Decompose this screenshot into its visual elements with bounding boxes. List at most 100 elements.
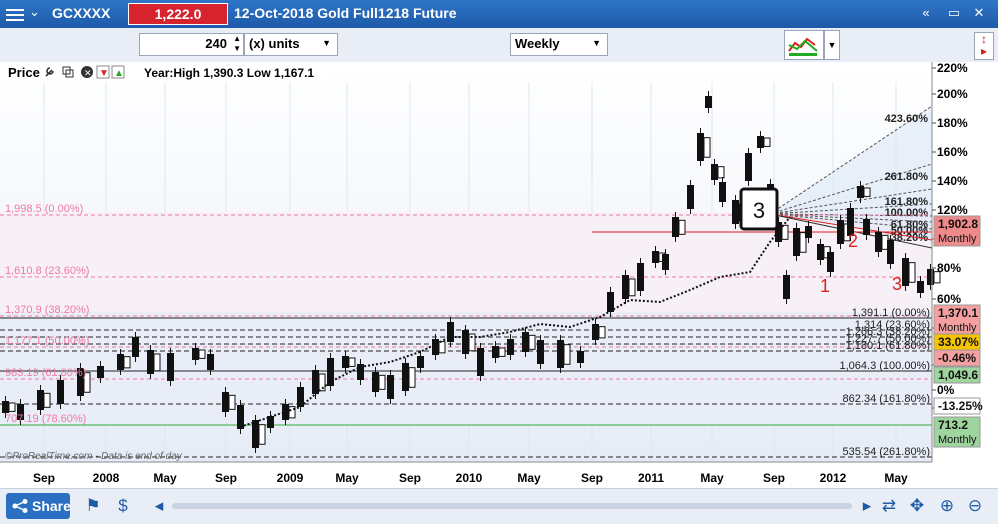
title-bar: ⌄ GCXXXX 1,222.0 (-0.46%) 12-Oct-2018 Go… (0, 0, 998, 42)
pan-icon[interactable]: ⇄ (881, 496, 897, 515)
projection-label: 1,266.3 (38.20%) (846, 326, 930, 338)
fan-label: 61.80% (891, 219, 929, 231)
price-badge-value: 713.2 (938, 418, 968, 432)
x-axis: Sep 2008 May Sep 2009 May Sep 2010 May Sep 2011 May… (0, 461, 932, 485)
scroll-right-icon[interactable]: ▸ (862, 496, 872, 515)
close-icon[interactable]: ✕ (81, 66, 93, 78)
price-bar (598, 326, 606, 339)
price-badge-value: 33.07% (938, 335, 979, 349)
chart-canvas[interactable]: 423.60%261.80%161.80%100.00%61.80%50.00%… (0, 61, 998, 488)
price-badge (933, 349, 981, 367)
fan-line (769, 188, 933, 215)
price-bar (678, 219, 686, 235)
price-bar (43, 392, 51, 408)
price-label: Price (8, 65, 40, 80)
zoom-in-icon[interactable]: ⊕ (939, 496, 955, 515)
wrench-icon[interactable] (45, 67, 54, 77)
units-select[interactable]: (x) units ▼ (244, 33, 338, 56)
y-tick-label: 80% (937, 261, 961, 275)
tools-dropdown-button[interactable]: ▼ (824, 30, 840, 60)
wave-label-1: 1 (820, 276, 830, 296)
move-up-icon[interactable]: ▲ (111, 65, 125, 79)
x-tick-label: Sep (399, 471, 421, 485)
price-bar (348, 357, 356, 367)
projection-label: 535.54 (261.80%) (843, 446, 930, 458)
x-tick-label: May (517, 471, 541, 485)
share-icon (12, 499, 28, 513)
menu-icon[interactable] (6, 6, 24, 22)
share-button[interactable]: Share (6, 493, 71, 519)
projection-label: 1,227.7 (50.00%) (846, 333, 930, 345)
units-field[interactable]: 240 ▲ ▼ (139, 33, 244, 56)
price-bar (717, 166, 725, 179)
fan-label: 50.00% (891, 225, 929, 237)
price-badge-sub: Monthly (938, 233, 977, 245)
projection-label: 1,314 (23.60%) (855, 319, 930, 331)
price-bar (703, 137, 711, 158)
stepper-icon[interactable]: ▲ ▼ (233, 34, 241, 53)
price-badge (933, 397, 981, 415)
price-bar (83, 372, 91, 393)
x-tick-label: 2011 (638, 471, 664, 485)
shade-band (0, 212, 932, 312)
alert-icon[interactable]: ⚑ (85, 496, 101, 515)
price-bar (408, 367, 416, 388)
price-badges: 1,902.8Monthly1,370.1Monthly33.07%-0.46%… (933, 215, 983, 448)
x-tick-label: 2008 (93, 471, 120, 485)
price-bar (8, 402, 16, 412)
link-icon[interactable] (62, 66, 74, 78)
price-badge (933, 416, 981, 448)
y-tick-label: 0% (937, 383, 955, 397)
x-tick-label: 2012 (820, 471, 847, 485)
price-chart[interactable]: 423.60% 261.80% 161.80% 100.00% 61.80% 50.00%… (0, 61, 998, 488)
price-bar (228, 394, 236, 410)
retracement-label: 1,610.8 (23.60%) (5, 265, 89, 277)
scroll-left-icon[interactable]: ◂ (154, 496, 164, 515)
chart-tools-button[interactable] (784, 30, 824, 60)
horizontal-scrollbar[interactable] (172, 503, 852, 509)
projection-label: 1,064.3 (100.00%) (839, 360, 930, 372)
instrument-description: 12-Oct-2018 Gold Full1218 Future (234, 5, 457, 21)
indicator-icon (788, 37, 818, 56)
wave-label-3: 3 (892, 274, 902, 294)
fibonacci-fan: 423.60%261.80%161.80%100.00%61.80%50.00%… (769, 105, 933, 249)
x-tick-label: Sep (33, 471, 55, 485)
price-bar (528, 334, 536, 350)
fan-label: 423.60% (885, 113, 929, 125)
restore-window-icon[interactable]: ▭ (947, 5, 961, 20)
fan-line (769, 163, 933, 215)
price-badge-value: 1,049.6 (938, 368, 978, 382)
retracement-label: 1,998.5 (0.00%) (5, 203, 83, 215)
instrument-symbol[interactable]: GCXXXX (52, 5, 111, 21)
price-bar (563, 344, 571, 365)
collapse-icon[interactable]: « (922, 5, 930, 20)
price-badge (933, 215, 981, 247)
chart-toolbar: 240 ▲ ▼ (x) units ▼ Weekly ▼ ▼ ↕ ▸ (0, 28, 998, 63)
year-range-text: Year:High 1,390.3 Low 1,167.1 (144, 66, 314, 80)
period-value: Weekly (515, 36, 560, 51)
y-tick-label: 180% (937, 116, 968, 130)
price-badge-value: 1,370.1 (938, 306, 978, 320)
wave-box-label: 3 (753, 198, 765, 223)
units-value: 240 (205, 36, 227, 51)
close-window-icon[interactable]: ✕ (973, 5, 985, 20)
chevron-down-icon: ▼ (592, 38, 601, 48)
price-badge-value: -0.46% (938, 351, 976, 365)
period-select[interactable]: Weekly ▼ (510, 33, 608, 56)
y-tick-label: 220% (937, 62, 968, 75)
svg-text:▼: ▼ (99, 68, 109, 79)
panel-arrows-icon[interactable]: ↕ ▸ (974, 32, 994, 60)
move-icon[interactable]: ✥ (909, 496, 925, 515)
fan-label: 261.80% (885, 171, 929, 183)
move-down-icon[interactable]: ▼ (96, 65, 110, 79)
zoom-out-icon[interactable]: ⊖ (967, 496, 983, 515)
svg-text:✕: ✕ (84, 68, 92, 78)
price-badge-sub: Monthly (938, 434, 977, 446)
price-change-badge: 1,222.0 (-0.46%) (128, 3, 228, 42)
trade-icon[interactable]: $ (118, 496, 128, 515)
watermark: ©ProRealTime.com - Data is end of day (5, 451, 183, 462)
fan-line (769, 105, 933, 215)
chevron-down-icon[interactable]: ⌄ (29, 4, 40, 19)
x-tick-label: 2010 (456, 471, 483, 485)
price-bar (763, 137, 771, 147)
